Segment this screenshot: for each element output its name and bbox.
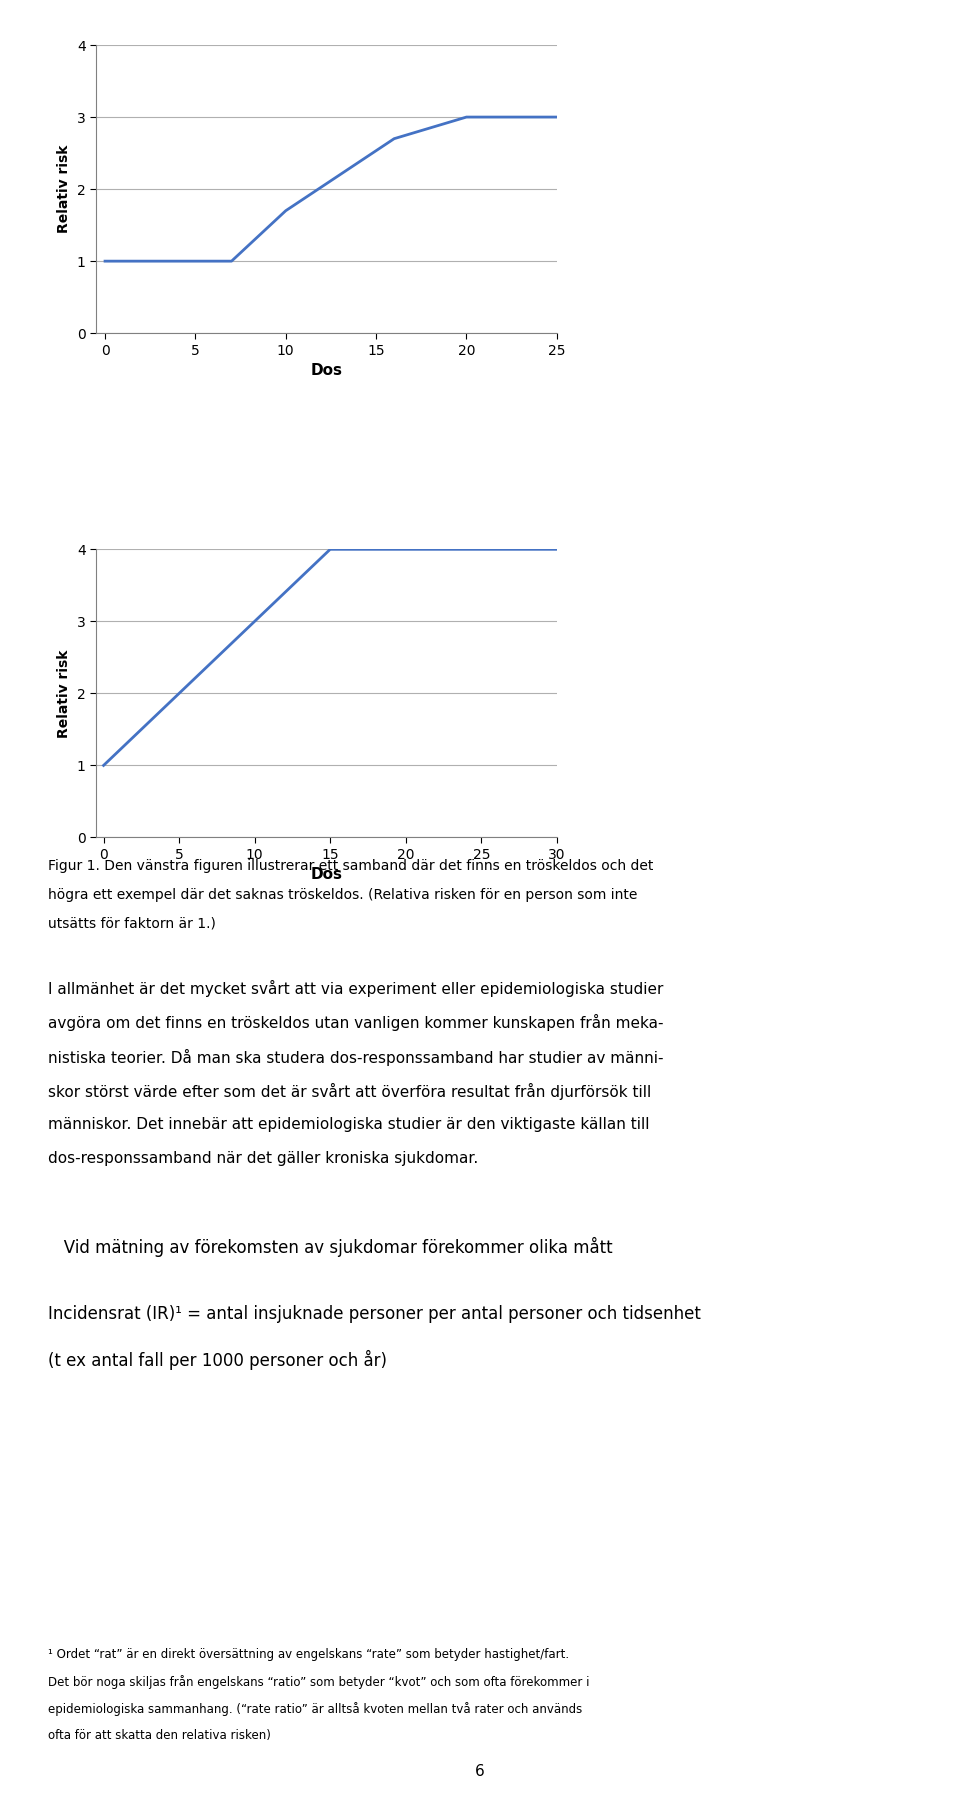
Text: epidemiologiska sammanhang. (“rate ratio” är alltså kvoten mellan två rater och : epidemiologiska sammanhang. (“rate ratio…: [48, 1702, 583, 1716]
Text: ofta för att skatta den relativa risken): ofta för att skatta den relativa risken): [48, 1729, 271, 1742]
Text: Vid mätning av förekomsten av sjukdomar förekommer olika mått: Vid mätning av förekomsten av sjukdomar …: [48, 1237, 612, 1257]
Text: 6: 6: [475, 1765, 485, 1779]
Text: Incidensrat (IR)¹ = antal insjuknade personer per antal personer och tidsenhet: Incidensrat (IR)¹ = antal insjuknade per…: [48, 1306, 701, 1324]
Text: (t ex antal fall per 1000 personer och år): (t ex antal fall per 1000 personer och å…: [48, 1349, 387, 1371]
Text: Det bör noga skiljas från engelskans “ratio” som betyder “kvot” och som ofta för: Det bör noga skiljas från engelskans “ra…: [48, 1675, 589, 1689]
Text: ¹ Ordet “rat” är en direkt översättning av engelskans “rate” som betyder hastigh: ¹ Ordet “rat” är en direkt översättning …: [48, 1648, 569, 1661]
Text: nistiska teorier. Då man ska studera dos-responssamband har studier av männi-: nistiska teorier. Då man ska studera dos…: [48, 1048, 663, 1066]
Text: högra ett exempel där det saknas tröskeldos. (Relativa risken för en person som : högra ett exempel där det saknas tröskel…: [48, 888, 637, 902]
Text: människor. Det innebär att epidemiologiska studier är den viktigaste källan till: människor. Det innebär att epidemiologis…: [48, 1117, 650, 1133]
X-axis label: Dos: Dos: [310, 364, 343, 378]
Y-axis label: Relativ risk: Relativ risk: [58, 144, 71, 234]
Text: dos-responssamband när det gäller kroniska sjukdomar.: dos-responssamband när det gäller kronis…: [48, 1151, 478, 1167]
Text: Figur 1. Den vänstra figuren illustrerar ett samband där det finns en tröskeldos: Figur 1. Den vänstra figuren illustrerar…: [48, 859, 654, 873]
Y-axis label: Relativ risk: Relativ risk: [58, 648, 71, 738]
Text: utsätts för faktorn är 1.): utsätts för faktorn är 1.): [48, 917, 216, 931]
Text: avgöra om det finns en tröskeldos utan vanligen kommer kunskapen från meka-: avgöra om det finns en tröskeldos utan v…: [48, 1014, 663, 1032]
Text: skor störst värde efter som det är svårt att överföra resultat från djurförsök t: skor störst värde efter som det är svårt…: [48, 1082, 651, 1100]
Text: I allmänhet är det mycket svårt att via experiment eller epidemiologiska studier: I allmänhet är det mycket svårt att via …: [48, 980, 663, 998]
X-axis label: Dos: Dos: [310, 868, 343, 882]
